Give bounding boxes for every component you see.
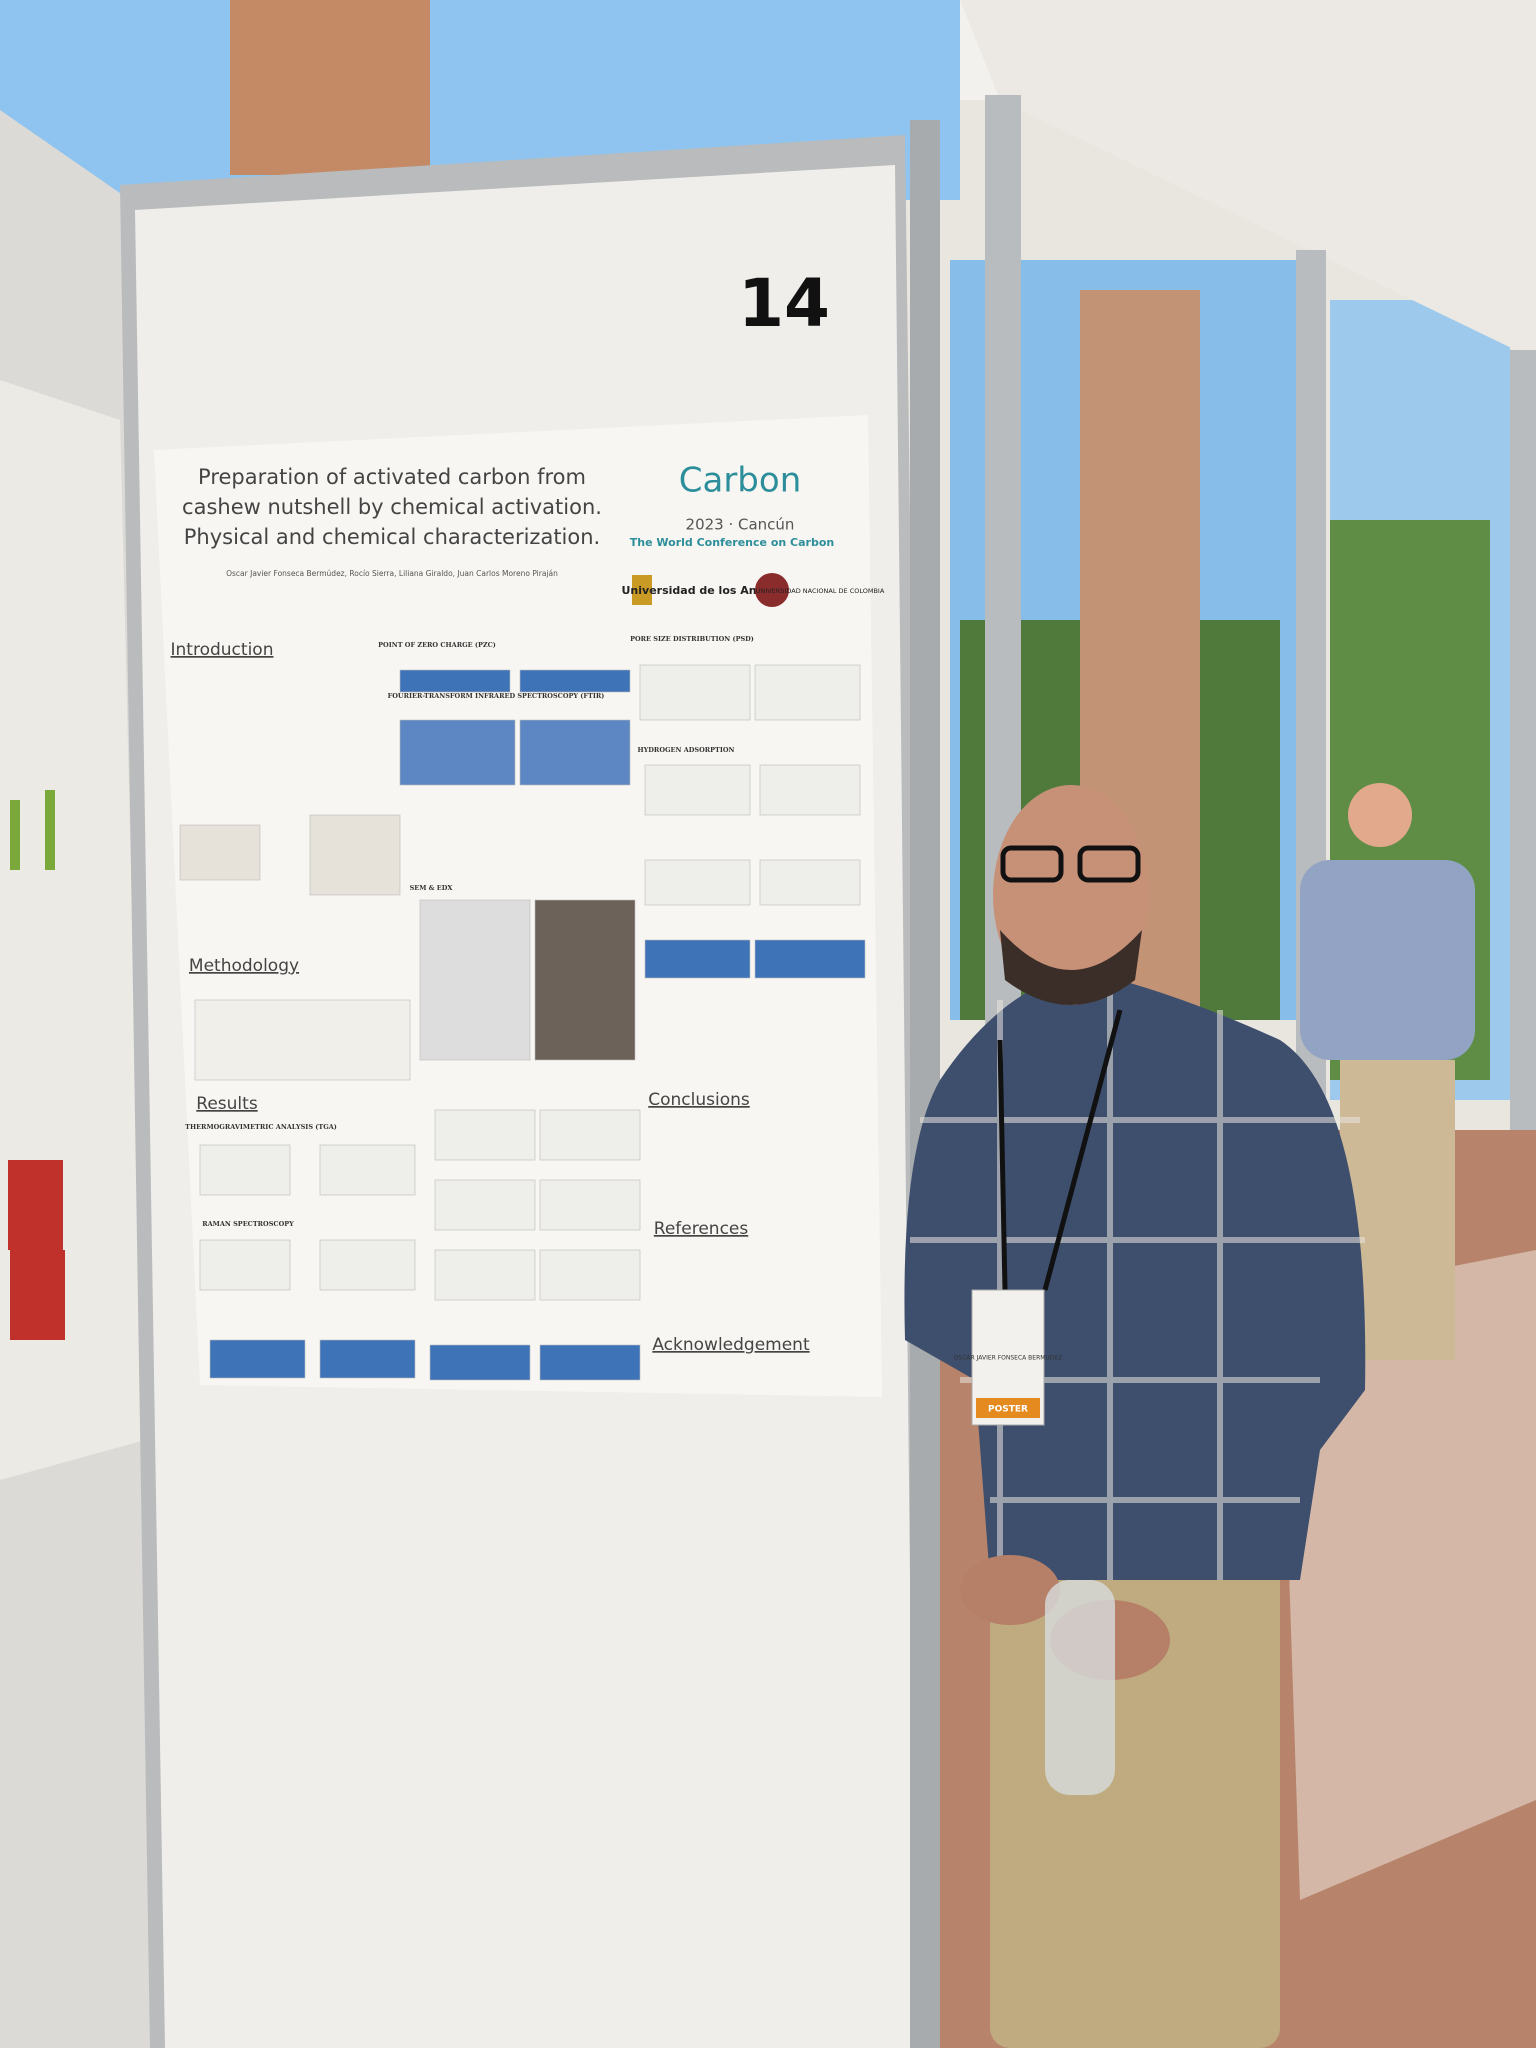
poster-figure: [179, 824, 261, 881]
subsection-heading: PORE SIZE DISTRIBUTION (PSD): [630, 635, 754, 643]
logo-icon: [632, 575, 652, 605]
poster-figures: [179, 664, 866, 1381]
water-bottle: [1045, 1580, 1115, 1795]
poster-title: cashew nutshell by chemical activation.: [182, 495, 602, 519]
beard: [1000, 930, 1142, 1005]
poster-graphic: [10, 1250, 65, 1340]
lanyard: [1042, 1009, 1123, 1291]
poster-figure: [519, 669, 631, 693]
poster-figure: [534, 899, 636, 1061]
poster-figure: [319, 1239, 416, 1291]
poster-figure: [754, 664, 861, 721]
poster-figure: [199, 1144, 291, 1196]
glasses: [1000, 845, 1064, 883]
conference-year: 2023 · Cancún: [686, 516, 795, 534]
poster-figure: [639, 664, 751, 721]
poster-figure: [539, 1344, 641, 1381]
poster-figure: [434, 1109, 536, 1161]
poster-figure: [644, 939, 751, 979]
poster-figure: [194, 999, 411, 1081]
poster-graphic: [10, 800, 20, 870]
subsection-heading: POINT OF ZERO CHARGE (PZC): [378, 641, 496, 649]
poster-figure: [644, 764, 751, 816]
head: [993, 785, 1149, 1005]
subsection-heading: SEM & EDX: [410, 884, 454, 892]
poster-figure: [319, 1144, 416, 1196]
poster-figure: [539, 1249, 641, 1301]
subsection-heading: RAMAN SPECTROSCOPY: [202, 1220, 294, 1228]
poster-figure: [434, 1179, 536, 1231]
poster-figure: [754, 939, 866, 979]
poster-figure: [399, 719, 516, 786]
poster-figure: [209, 1339, 306, 1379]
badge-name: OSCAR JAVIER FONSECA BERMUDEZ: [954, 1355, 1063, 1362]
badge-role: POSTER: [988, 1405, 1028, 1415]
poster-figure: [319, 1339, 416, 1379]
lanyard: [997, 1039, 1008, 1291]
logo-icon: [755, 573, 789, 607]
subsection-heading: THERMOGRAVIMETRIC ANALYSIS (TGA): [185, 1123, 337, 1131]
poster-sections: Introduction Methodology Results Conclusion…: [171, 635, 810, 1355]
column: [230, 0, 430, 175]
university: UNIVERSIDAD NACIONAL DE COLOMBIA: [756, 587, 885, 595]
poster-figure: [759, 859, 861, 906]
subsection-heading: HYDROGEN ADSORPTION: [638, 746, 735, 754]
poster-figure: [199, 1239, 291, 1291]
hand: [960, 1555, 1060, 1625]
poster-figure: [434, 1249, 536, 1301]
conference-name: Carbon: [679, 461, 802, 501]
section-heading: Introduction: [171, 640, 274, 660]
section-heading: Methodology: [189, 956, 299, 976]
poster-figure: [644, 859, 751, 906]
poster-figure: [519, 719, 631, 786]
head: [1348, 783, 1412, 847]
poster-figure: [539, 1109, 641, 1161]
poster-figure: [429, 1344, 531, 1381]
board-post: [910, 120, 940, 2048]
shirt: [1300, 860, 1475, 1060]
university: Universidad de los Andes: [621, 584, 778, 597]
window-frame: [1510, 350, 1536, 1150]
subsection-heading: FOURIER-TRANSFORM INFRARED SPECTROSCOPY …: [388, 692, 605, 700]
badge-band: [976, 1398, 1040, 1418]
poster-figure: [419, 899, 531, 1061]
poster-figure: [539, 1179, 641, 1231]
poster-graphic: [8, 1160, 63, 1250]
section-heading: Acknowledgement: [652, 1335, 810, 1355]
conference-tagline: The World Conference on Carbon: [630, 536, 834, 549]
section-heading: References: [654, 1219, 749, 1239]
poster-figure: [759, 764, 861, 816]
person: OSCAR JAVIER FONSECA BERMUDEZ POSTER: [904, 785, 1366, 2048]
section-heading: Conclusions: [648, 1090, 750, 1110]
section-heading: Results: [196, 1094, 258, 1114]
poster-graphic: [45, 790, 55, 870]
poster-authors: Oscar Javier Fonseca Bermúdez, Rocío Sie…: [226, 569, 558, 578]
poster-title: Physical and chemical characterization.: [184, 525, 600, 549]
poster-title: Preparation of activated carbon from: [198, 465, 586, 489]
glasses: [1077, 845, 1141, 883]
ceiling: [960, 0, 1536, 360]
board-number: 14: [738, 265, 830, 342]
poster-figure: [399, 669, 511, 693]
poster-figure: [309, 814, 401, 896]
